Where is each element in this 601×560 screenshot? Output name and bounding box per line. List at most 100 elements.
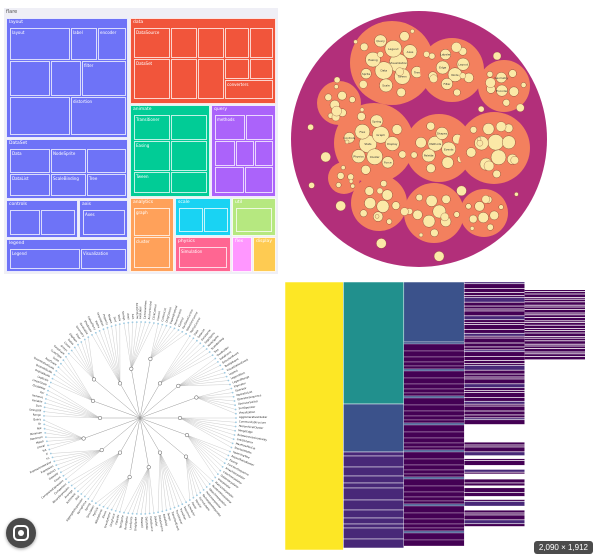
pack-leaf-circle[interactable] [376,199,390,213]
icicle-cell[interactable] [464,351,525,357]
pack-leaf-circle[interactable] [399,31,410,42]
icicle-cell[interactable] [524,290,585,291]
icicle-cell[interactable] [403,361,465,367]
radial-inner-node[interactable] [90,398,96,403]
radial-inner-node[interactable] [157,381,163,386]
treemap-cell[interactable]: label [71,28,97,60]
treemap-cell[interactable] [179,208,203,232]
radial-leaf-node[interactable] [77,490,79,493]
icicle-cell[interactable] [464,370,525,375]
radial-leaf-node[interactable] [70,349,73,352]
radial-leaf-node[interactable] [192,496,195,499]
icicle-cell[interactable] [403,356,465,363]
radial-leaf-node[interactable] [44,432,47,434]
treemap-cell[interactable]: DataSource [134,28,170,58]
radial-inner-node[interactable] [194,395,199,400]
radial-leaf-node[interactable] [199,491,202,494]
treemap-cell[interactable] [10,61,50,96]
icicle-cell[interactable] [464,374,525,377]
treemap-panel[interactable]: flare layout layout label encoder filter… [4,8,278,274]
icicle-cell[interactable] [464,514,525,520]
radial-leaf-node[interactable] [148,512,151,515]
icicle-cell[interactable] [403,530,465,534]
pack-leaf-circle[interactable] [374,214,380,219]
radial-leaf-node[interactable] [157,322,160,325]
icicle-cell[interactable] [343,466,405,477]
icicle-cell[interactable] [524,325,585,329]
radial-leaf-node[interactable] [234,429,237,432]
icicle-cell[interactable] [403,437,465,444]
pack-leaf-circle[interactable] [476,140,484,147]
radial-leaf-node[interactable] [205,348,208,350]
radial-leaf-node[interactable] [229,383,231,386]
radial-leaf-node[interactable] [114,510,117,512]
pack-leaf-circle[interactable] [490,149,507,166]
icicle-cell[interactable] [343,523,405,529]
pack-leaf-circle[interactable] [333,84,339,90]
icicle-cell[interactable] [403,343,465,352]
pack-leaf-circle[interactable] [426,121,435,131]
radial-leaf-node[interactable] [43,427,46,430]
radial-leaf-node[interactable] [234,425,237,428]
radial-leaf-node[interactable] [80,493,83,495]
icicle-cell[interactable] [403,503,465,507]
pack-leaf-circle[interactable] [435,127,449,140]
icicle-cell[interactable] [464,401,525,405]
treemap-cell[interactable]: cluster [134,237,170,268]
icicle-cell[interactable] [524,356,585,360]
pack-leaf-circle[interactable] [308,182,315,189]
radial-leaf-node[interactable] [123,322,125,325]
radial-leaf-node[interactable] [55,464,58,466]
icicle-cell[interactable] [464,322,525,325]
treemap-cell[interactable] [225,28,249,58]
radial-leaf-node[interactable] [181,503,184,506]
pack-leaf-circle[interactable] [384,40,402,58]
pack-leaf-circle[interactable] [385,136,400,151]
pack-leaf-circle[interactable] [456,57,470,71]
pack-leaf-circle[interactable] [441,78,453,90]
pack-leaf-circle[interactable] [520,82,527,88]
icicle-cell[interactable] [403,523,465,529]
radial-leaf-node[interactable] [53,460,56,463]
treemap-cell[interactable] [171,59,197,99]
radial-leaf-node[interactable] [55,370,58,372]
pack-leaf-circle[interactable] [429,74,438,83]
pack-leaf-circle[interactable] [377,51,384,58]
pack-leaf-circle[interactable] [391,124,403,135]
pack-leaf-circle[interactable] [366,148,383,165]
radial-leaf-node[interactable] [67,352,70,355]
treemap-cell[interactable] [215,167,244,193]
icicle-cell[interactable] [464,451,525,456]
radial-leaf-node[interactable] [229,450,231,453]
icicle-cell[interactable] [403,464,465,471]
pack-leaf-circle[interactable] [451,42,462,53]
icicle-cell[interactable] [524,302,585,305]
pack-leaf-circle[interactable] [370,114,384,128]
icicle-cell[interactable] [464,377,525,379]
treemap-cell[interactable]: Data [10,149,50,173]
pack-leaf-circle[interactable] [381,156,394,169]
treemap-group-analytics[interactable]: analytics graph cluster [130,198,174,272]
treemap-group-scale[interactable]: scale [175,198,231,236]
radial-inner-node[interactable] [129,366,134,371]
icicle-cell[interactable] [524,341,585,344]
radial-leaf-node[interactable] [57,467,60,470]
treemap-cell[interactable] [10,97,70,135]
pack-leaf-circle[interactable] [361,164,371,175]
radial-inner-node[interactable] [148,356,153,361]
icicle-cell[interactable] [464,360,525,364]
icicle-cell[interactable] [524,352,585,354]
icicle-cell[interactable] [464,336,525,339]
pack-leaf-circle[interactable] [340,165,346,171]
radial-leaf-node[interactable] [221,368,224,370]
radial-leaf-node[interactable] [131,512,134,515]
pack-leaf-circle[interactable] [453,211,460,218]
treemap-cell[interactable] [171,141,207,171]
icicle-cell[interactable] [464,397,525,402]
radial-leaf-node[interactable] [77,343,79,346]
radial-leaf-node[interactable] [70,484,73,487]
pack-leaf-circle[interactable] [514,192,519,197]
radial-tree-panel[interactable]: AgglomerativeCluster CommunityStructure Hi… [2,280,278,552]
icicle-cell[interactable] [403,383,465,390]
